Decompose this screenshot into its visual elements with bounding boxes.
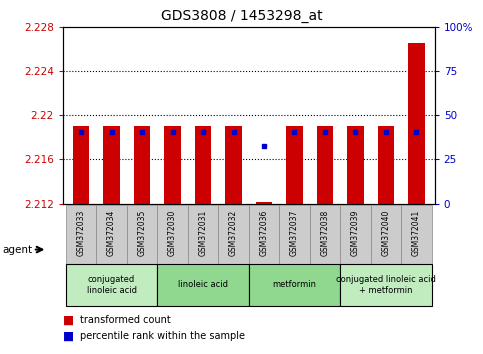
Bar [401, 205, 432, 264]
Text: metformin: metformin [272, 280, 316, 290]
Bar [188, 205, 218, 264]
Bar [73, 126, 89, 204]
Bar [195, 126, 212, 204]
Text: GSM372032: GSM372032 [229, 210, 238, 256]
Bar [66, 205, 96, 264]
Bar [157, 264, 249, 306]
Bar [347, 126, 364, 204]
Bar [249, 205, 279, 264]
Text: GSM372037: GSM372037 [290, 210, 299, 256]
Bar [256, 202, 272, 204]
Text: conjugated linoleic acid
+ metformin: conjugated linoleic acid + metformin [336, 275, 436, 295]
Bar [310, 205, 340, 264]
Bar [340, 205, 370, 264]
Text: linoleic acid: linoleic acid [178, 280, 228, 290]
Text: GSM372041: GSM372041 [412, 210, 421, 256]
Bar [279, 205, 310, 264]
Bar [316, 126, 333, 204]
Bar [218, 205, 249, 264]
Text: GSM372030: GSM372030 [168, 210, 177, 256]
Bar [340, 264, 432, 306]
Bar [103, 126, 120, 204]
Text: conjugated
linoleic acid: conjugated linoleic acid [86, 275, 137, 295]
Bar [225, 126, 242, 204]
Bar [408, 43, 425, 204]
Text: GDS3808 / 1453298_at: GDS3808 / 1453298_at [161, 9, 322, 23]
Bar [370, 205, 401, 264]
Bar [96, 205, 127, 264]
Text: percentile rank within the sample: percentile rank within the sample [80, 331, 245, 341]
Bar [127, 205, 157, 264]
Text: GSM372033: GSM372033 [77, 210, 85, 256]
Bar [378, 126, 394, 204]
Text: transformed count: transformed count [80, 315, 170, 325]
Text: GSM372040: GSM372040 [382, 210, 390, 256]
Bar [164, 126, 181, 204]
Text: GSM372035: GSM372035 [138, 210, 146, 256]
Bar [286, 126, 303, 204]
Text: ■: ■ [63, 314, 74, 327]
Bar [249, 264, 340, 306]
Text: agent: agent [2, 245, 32, 255]
Text: GSM372034: GSM372034 [107, 210, 116, 256]
Bar [134, 126, 150, 204]
Text: GSM372036: GSM372036 [259, 210, 269, 256]
Text: GSM372038: GSM372038 [320, 210, 329, 256]
Text: GSM372031: GSM372031 [199, 210, 208, 256]
Bar [66, 264, 157, 306]
Text: GSM372039: GSM372039 [351, 210, 360, 256]
Text: ■: ■ [63, 330, 74, 343]
Bar [157, 205, 188, 264]
